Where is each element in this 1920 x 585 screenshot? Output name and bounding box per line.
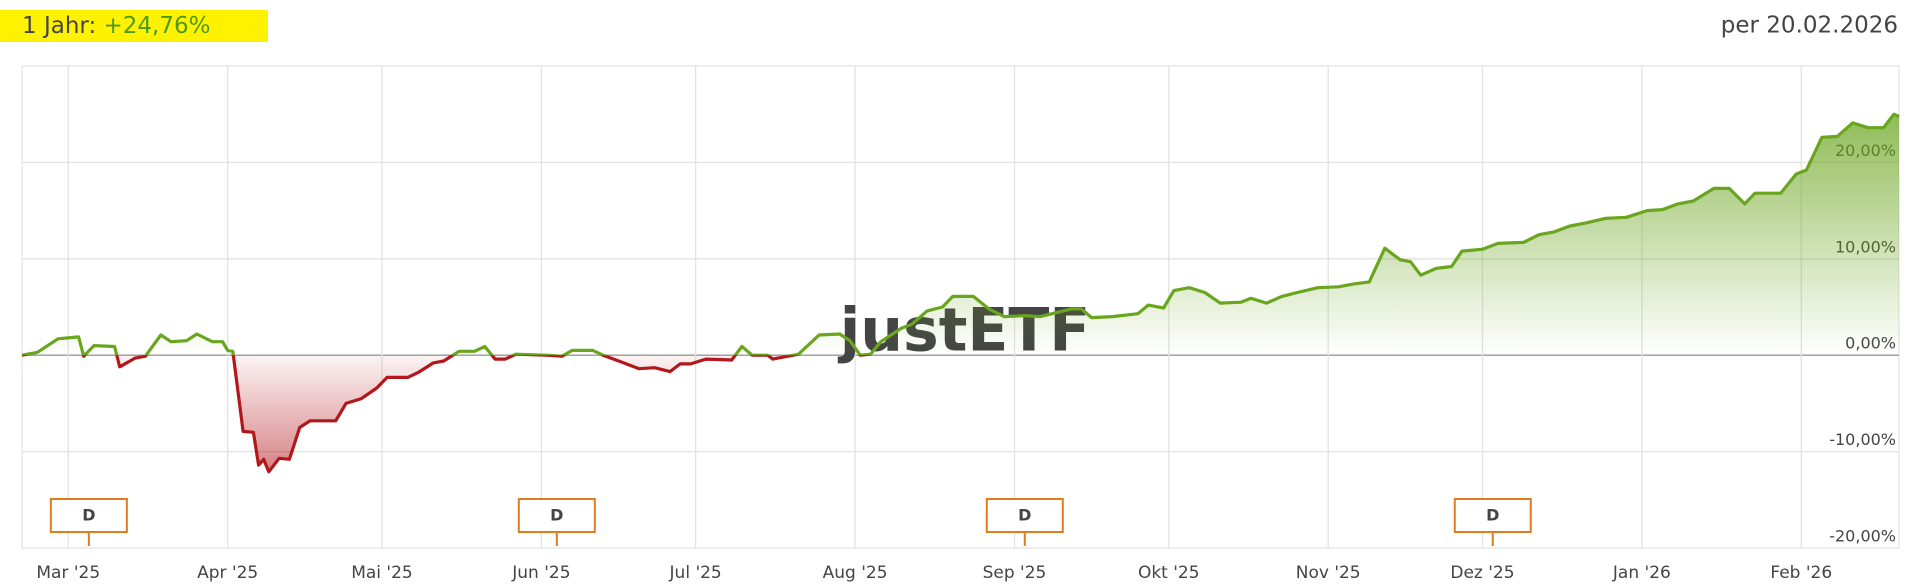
performance: +24,76% (104, 13, 211, 39)
x-tick-label: Apr '25 (197, 563, 258, 583)
x-tick-label: Feb '26 (1770, 563, 1832, 583)
x-tick-label: Jun '25 (511, 563, 570, 583)
x-tick-label: Dez '25 (1450, 563, 1514, 583)
as-of-date: per 20.02.2026 (1721, 13, 1898, 39)
x-tick-label: Okt '25 (1138, 563, 1200, 583)
x-tick-label: Jul '25 (669, 563, 722, 583)
marker-label: D (1018, 506, 1031, 525)
title-text: 1 Jahr: (22, 13, 96, 39)
line-negative (22, 355, 872, 474)
marker-box (517, 498, 596, 533)
area-negative (83, 355, 794, 472)
grid (21, 65, 1900, 549)
marker-box (1453, 498, 1532, 533)
x-tick-label: Mar '25 (36, 563, 100, 583)
y-tick-label: -20,00% (1829, 527, 1896, 546)
x-tick-label: Jan '26 (1612, 563, 1671, 583)
marker-label: D (550, 506, 563, 525)
x-tick-label: Nov '25 (1296, 563, 1361, 583)
marker-box (49, 498, 128, 533)
title: 1 Jahr: +24,76% (22, 13, 211, 39)
title-highlight (0, 10, 268, 42)
marker-label: D (1486, 506, 1499, 525)
x-tick-label: Mai '25 (351, 563, 413, 583)
line-positive (21, 112, 1900, 356)
x-tick-label: Aug '25 (823, 563, 888, 583)
marker-box (985, 498, 1064, 533)
x-tick-label: Sep '25 (983, 563, 1047, 583)
area-positive (22, 114, 1899, 356)
y-tick-label: -10,00% (1829, 430, 1896, 449)
marker-label: D (82, 506, 95, 525)
